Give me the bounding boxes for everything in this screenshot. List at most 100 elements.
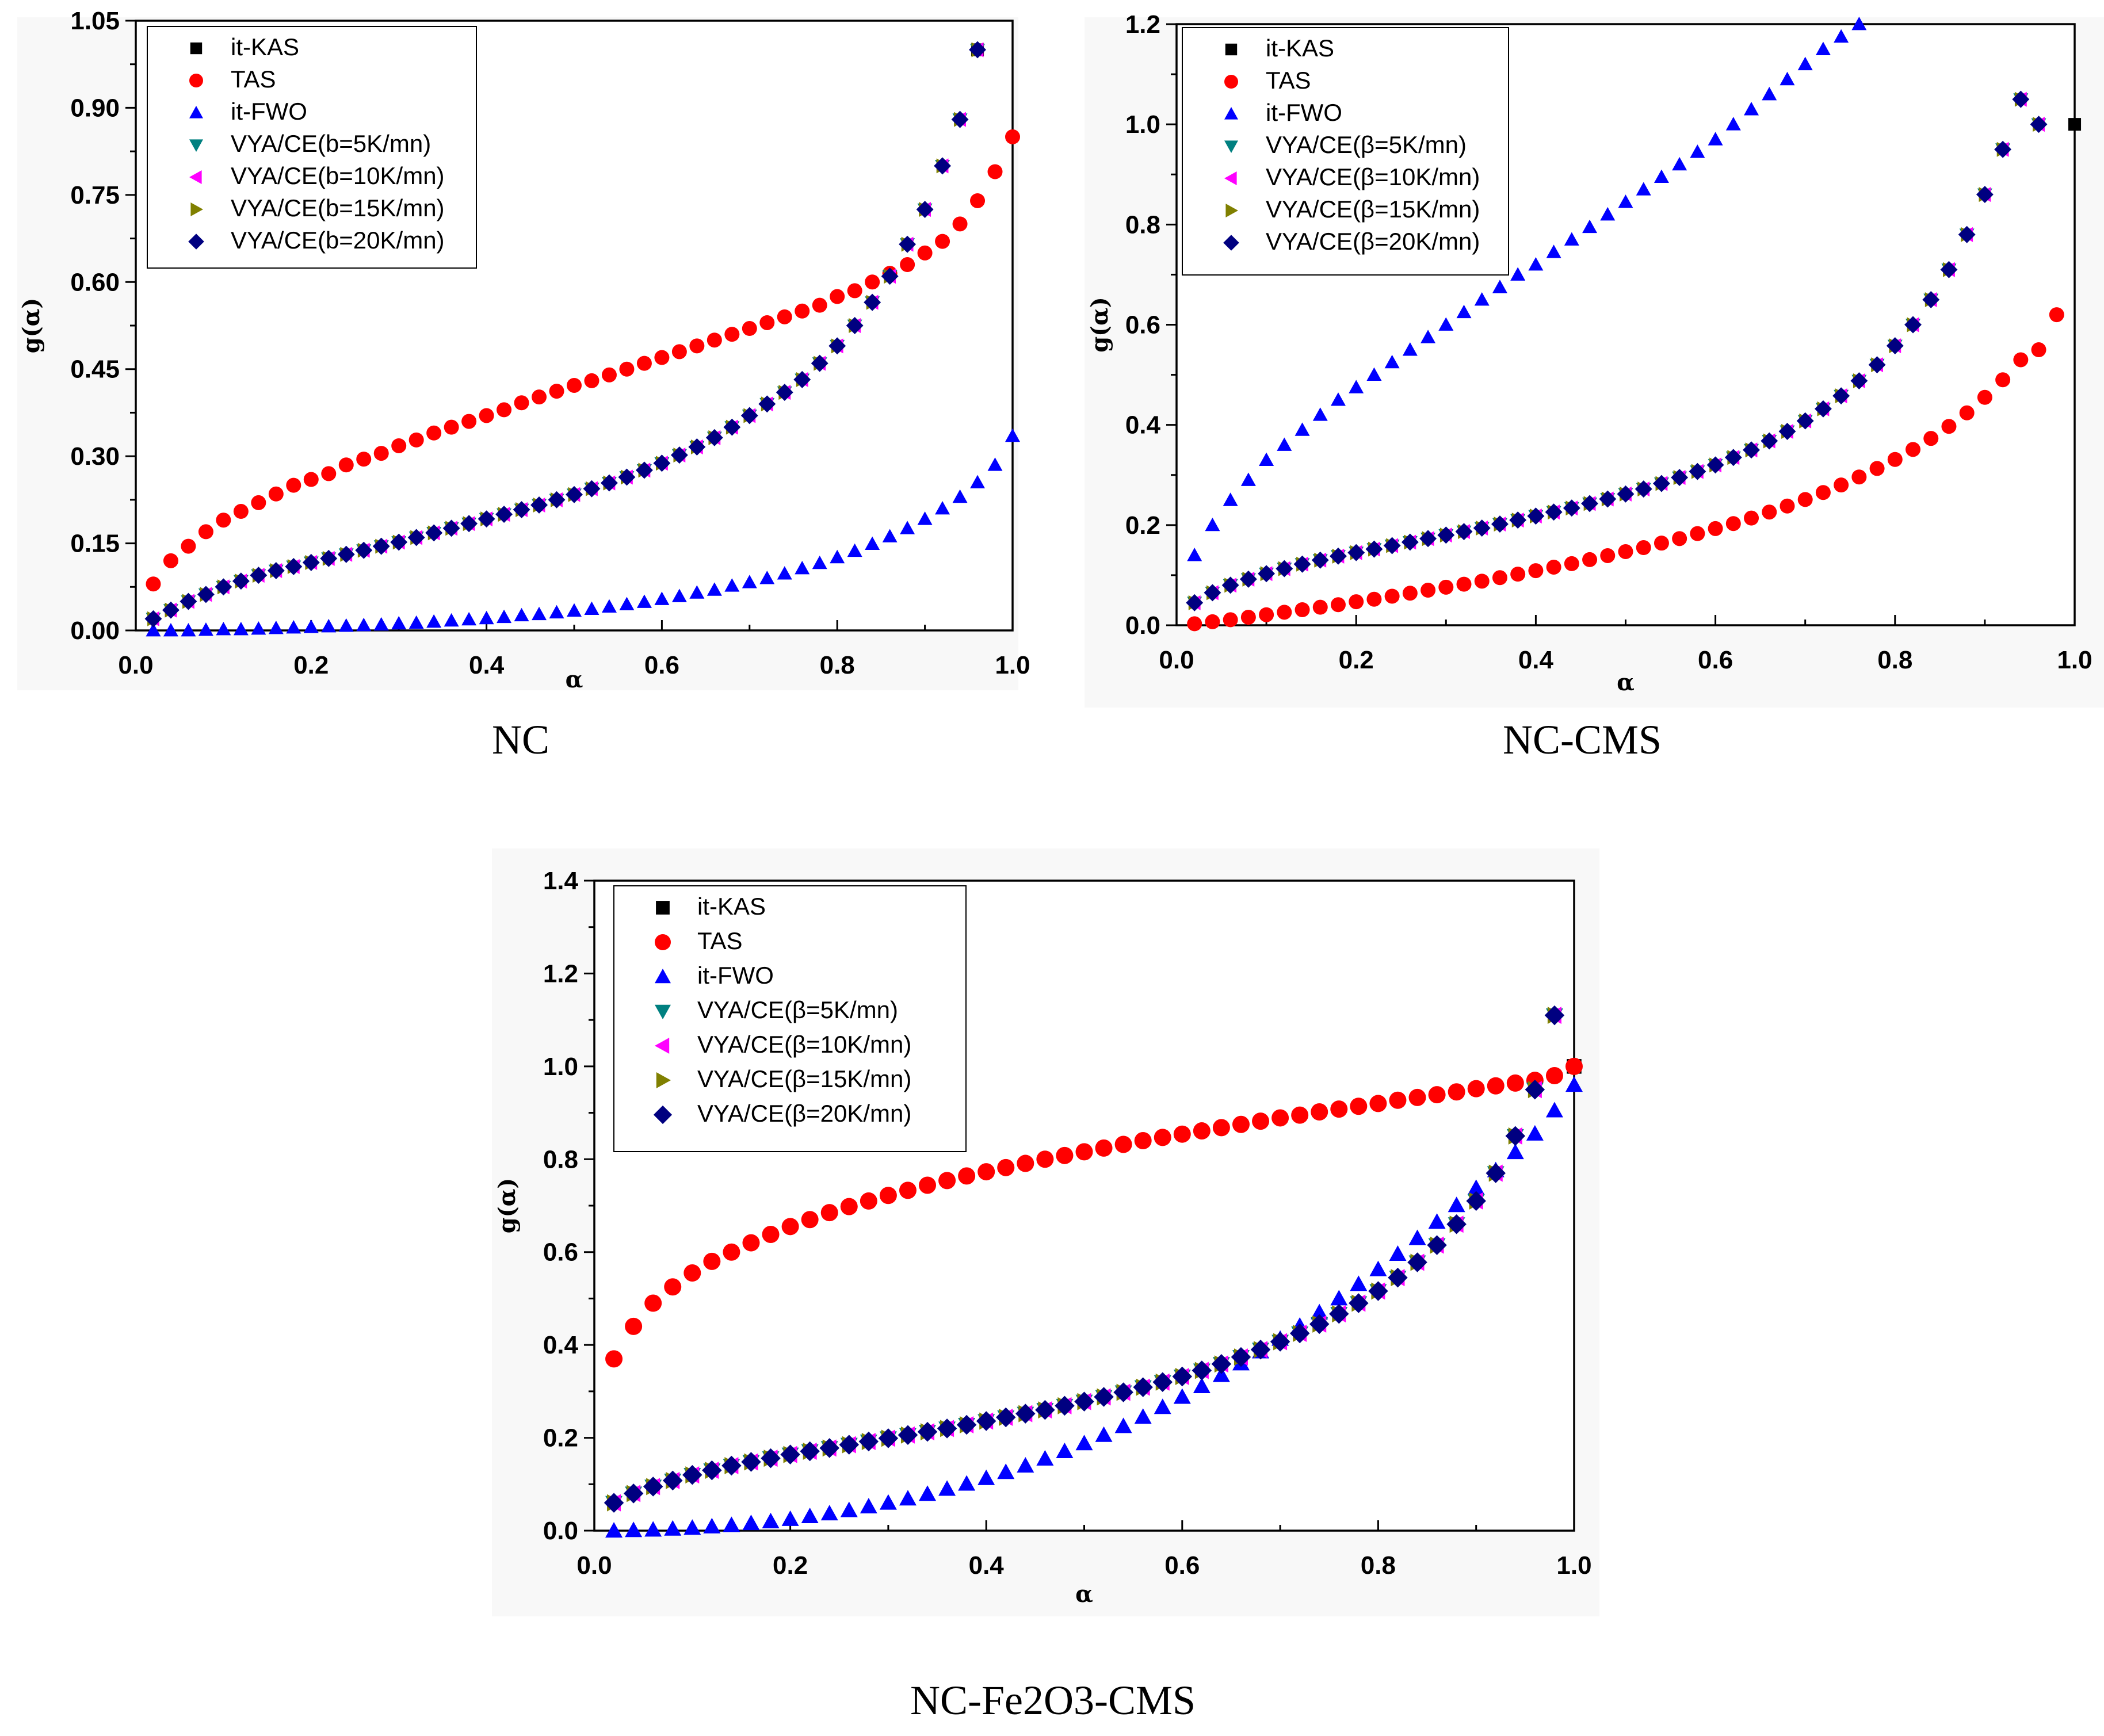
data-point: [1402, 586, 1418, 601]
data-point: [1599, 490, 1617, 508]
data-point: [1474, 292, 1490, 306]
data-point: [548, 491, 566, 508]
data-point: [900, 257, 915, 272]
data-point: [1389, 1091, 1407, 1109]
data-point: [1850, 372, 1868, 389]
data-point: [1056, 1442, 1074, 1458]
y-tick-label: 0.4: [1125, 411, 1161, 439]
data-point: [232, 572, 250, 590]
data-point: [795, 303, 810, 319]
data-point: [689, 338, 705, 354]
data-point: [233, 621, 249, 636]
data-point: [1778, 423, 1796, 440]
data-point: [742, 1515, 760, 1531]
legend-entry-label: VYA/CE(b=5K/mn): [231, 130, 431, 157]
data-point: [997, 1158, 1015, 1176]
data-point: [1834, 477, 1849, 493]
data-point: [461, 414, 477, 429]
data-point: [919, 1485, 937, 1501]
x-tick-label: 0.2: [773, 1551, 808, 1580]
data-point: [899, 1490, 917, 1506]
data-point: [1725, 516, 1741, 531]
data-point: [1446, 1214, 1467, 1234]
legend-entry-label: TAS: [1266, 67, 1311, 94]
data-point: [1347, 544, 1365, 561]
data-point: [860, 1498, 877, 1514]
y-tick-label: 0.2: [1125, 511, 1160, 540]
data-point: [549, 384, 564, 399]
data-point: [623, 1483, 644, 1504]
data-point: [1505, 1126, 1526, 1146]
data-point: [1995, 372, 2011, 388]
data-point: [1815, 485, 1831, 500]
data-point: [1311, 551, 1329, 569]
data-point: [1959, 405, 1975, 420]
data-point: [1295, 422, 1310, 436]
data-point: [1448, 1083, 1465, 1101]
series-it-kas: [2068, 118, 2082, 131]
data-point: [1654, 169, 1669, 183]
data-point: [1408, 1088, 1426, 1106]
x-tick-label: 0.2: [1339, 646, 1374, 674]
data-point: [1330, 1100, 1348, 1118]
data-point: [1154, 1398, 1171, 1414]
data-point: [919, 1176, 937, 1194]
data-point: [858, 1431, 879, 1452]
data-point: [1114, 1417, 1132, 1433]
data-point: [1582, 552, 1598, 567]
legend-marker: [656, 901, 670, 915]
data-point: [1421, 330, 1436, 343]
legend-marker: [1224, 140, 1238, 153]
data-point: [601, 599, 617, 613]
legend-entry-label: VYA/CE(b=20K/mn): [231, 227, 445, 254]
data-point: [198, 622, 213, 636]
data-point: [917, 1421, 938, 1442]
data-point: [530, 496, 548, 514]
data-point: [724, 327, 740, 342]
legend-entry-label: VYA/CE(b=15K/mn): [231, 194, 445, 221]
data-point: [1388, 1267, 1408, 1288]
x-tick-label: 0.6: [644, 651, 679, 679]
x-tick-label: 0.6: [1698, 646, 1733, 674]
data-point: [1173, 1388, 1191, 1404]
data-point: [1187, 548, 1202, 561]
data-point: [1250, 1339, 1271, 1360]
data-point: [514, 395, 529, 411]
data-point: [625, 1521, 643, 1538]
data-point: [532, 606, 547, 621]
y-tick-label: 0.6: [1125, 311, 1160, 339]
data-point: [461, 611, 477, 626]
data-point: [683, 1519, 701, 1535]
legend-marker: [190, 202, 203, 216]
data-point: [1564, 556, 1579, 571]
data-point: [408, 432, 424, 448]
data-point: [619, 361, 635, 377]
data-point: [1887, 452, 1903, 467]
data-point: [1223, 612, 1238, 628]
data-point: [969, 41, 986, 59]
data-point: [935, 234, 950, 249]
data-point: [286, 477, 301, 493]
legend-marker: [189, 74, 203, 87]
data-point: [1271, 1109, 1289, 1127]
data-point: [1744, 510, 1759, 526]
data-point: [1277, 437, 1292, 451]
data-point: [1762, 86, 1777, 101]
data-point: [1312, 407, 1328, 421]
data-point: [1994, 140, 2012, 158]
data-point: [777, 309, 792, 324]
data-point: [605, 1350, 623, 1368]
legend-marker: [189, 170, 202, 184]
data-point: [1384, 588, 1400, 604]
data-point: [1780, 71, 1795, 86]
data-point: [619, 596, 635, 610]
data-point: [740, 407, 758, 425]
x-tick-label: 0.0: [118, 651, 153, 679]
data-point: [839, 1435, 860, 1455]
data-point: [1690, 144, 1705, 158]
data-point: [721, 1455, 742, 1476]
data-point: [1056, 1146, 1074, 1164]
legend-entry-label: VYA/CE(β=20K/mn): [697, 1100, 911, 1127]
y-tick-label: 0.30: [70, 442, 120, 471]
data-point: [356, 617, 372, 632]
